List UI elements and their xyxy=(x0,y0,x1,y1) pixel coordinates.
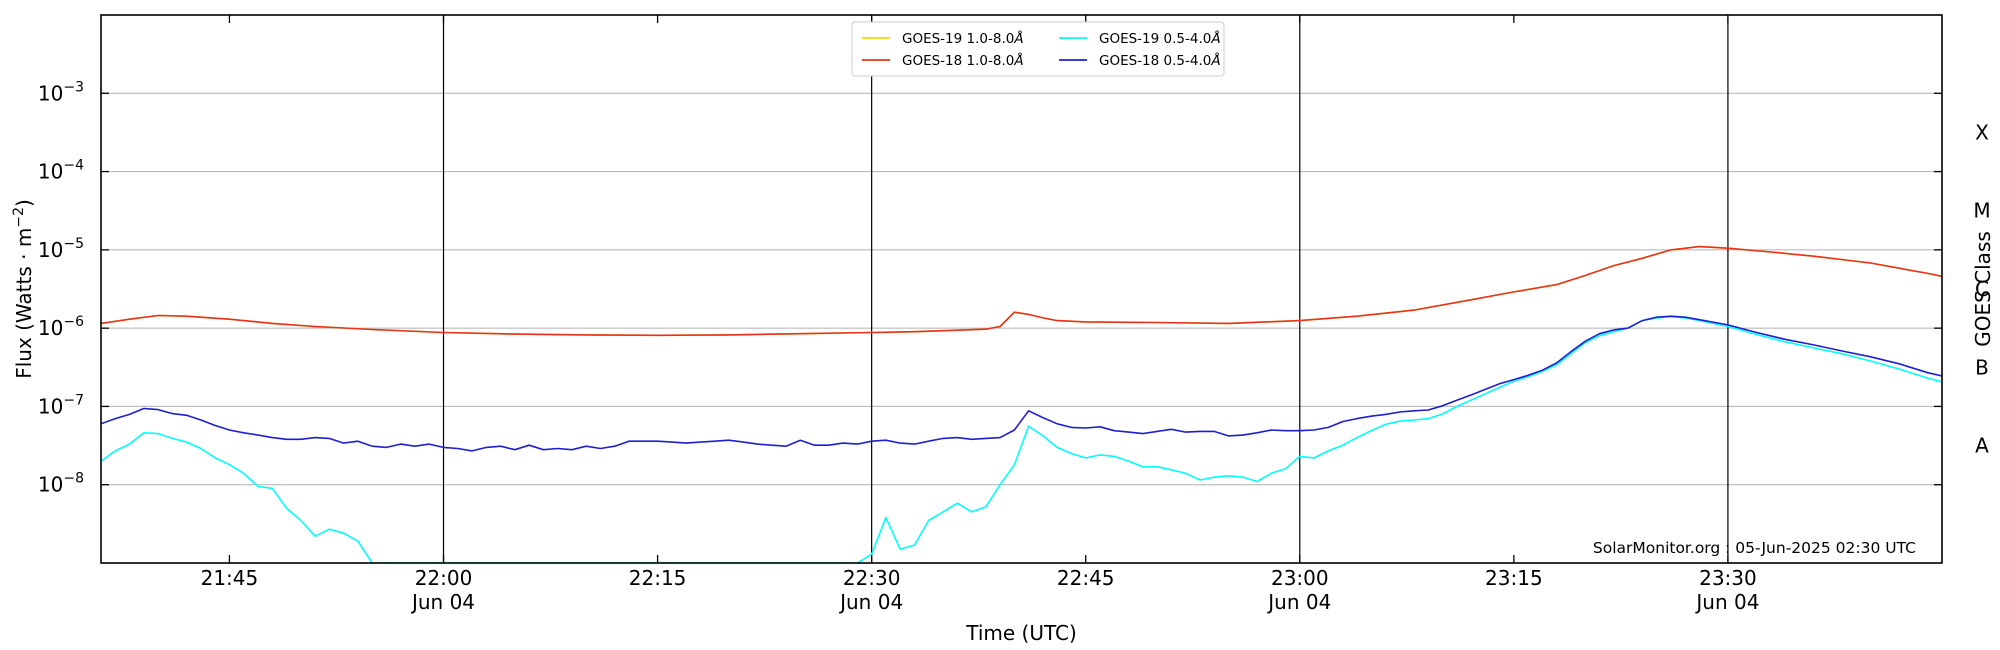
x-tick-label: 22:30 xyxy=(843,566,901,590)
y-tick-label: 10−7 xyxy=(38,392,84,418)
y-axis-label: Flux (Watts · m−2) xyxy=(11,199,36,379)
goes-class-b: B xyxy=(1975,355,1989,379)
legend-entry: GOES-18 1.0-8.0Å xyxy=(902,52,1024,69)
y-tick-exponent: −7 xyxy=(63,392,84,408)
x-tick-label: 22:00 xyxy=(415,566,473,590)
legend-entry-name: GOES-19 1.0-8.0 xyxy=(902,31,1014,47)
legend-entry-name: GOES-18 1.0-8.0 xyxy=(902,53,1014,69)
goes-class-a: A xyxy=(1975,434,1989,458)
source-annotation: SolarMonitor.org : 05-Jun-2025 02:30 UTC xyxy=(1593,539,1916,557)
y-tick-base: 10 xyxy=(38,238,63,262)
legend-entry-unit: Å xyxy=(1013,30,1023,47)
x-tick-label: 23:15 xyxy=(1485,566,1543,590)
y-tick-base: 10 xyxy=(38,473,63,497)
legend-box xyxy=(851,21,1225,77)
y-axis-label-text: Flux (Watts · m xyxy=(12,228,36,379)
legend-entry-name: GOES-19 0.5-4.0 xyxy=(1099,31,1211,47)
x-tick-label: 21:45 xyxy=(201,566,259,590)
series-line-goes-18-1-0-8-0 xyxy=(101,245,1942,337)
x-tick-label: 22:15 xyxy=(629,566,687,590)
y-axis-label-close: ) xyxy=(12,199,36,207)
goes-class-m: M xyxy=(1973,199,1990,223)
y-axis-ticks: 10−310−410−510−610−710−8 xyxy=(38,79,1942,497)
series-line-goes-19-0-5-4-0 xyxy=(101,315,1942,563)
plot-frame xyxy=(100,14,1943,564)
legend-entry: GOES-19 0.5-4.0Å xyxy=(1099,30,1221,47)
x-tick-label: 22:45 xyxy=(1057,566,1115,590)
y-axis-label-exponent: −2 xyxy=(11,207,27,228)
y-tick-exponent: −6 xyxy=(63,314,84,330)
x-tick-date-label: Jun 04 xyxy=(1266,590,1331,614)
y-tick-label: 10−3 xyxy=(38,79,84,105)
x-tick-date-label: Jun 04 xyxy=(1694,590,1759,614)
y-tick-base: 10 xyxy=(38,81,63,105)
flux-series xyxy=(101,245,1942,563)
y-tick-label: 10−8 xyxy=(38,471,84,497)
series-line-goes-18-0-5-4-0 xyxy=(101,315,1942,452)
legend-entry-name: GOES-18 0.5-4.0 xyxy=(1099,53,1211,69)
x-tick-date-label: Jun 04 xyxy=(838,590,903,614)
y-tick-exponent: −8 xyxy=(63,471,84,487)
x-tick-label: 23:00 xyxy=(1271,566,1329,590)
y-tick-label: 10−4 xyxy=(38,158,84,184)
time-marker-lines xyxy=(442,15,1729,563)
goes-class-x: X xyxy=(1975,120,1989,144)
x-axis-label: Time (UTC) xyxy=(965,621,1077,645)
y-tick-base: 10 xyxy=(38,316,63,340)
y-tick-exponent: −5 xyxy=(63,236,84,252)
x-tick-label: 23:30 xyxy=(1699,566,1757,590)
goes-class-axis-label: GOES Class xyxy=(1971,231,1995,347)
y-tick-label: 10−6 xyxy=(38,314,84,340)
legend-entry: GOES-18 0.5-4.0Å xyxy=(1099,52,1221,69)
legend-entry-unit: Å xyxy=(1210,30,1220,47)
goes-class-labels: X M C B A xyxy=(1973,120,1990,457)
y-tick-base: 10 xyxy=(38,160,63,184)
legend: GOES-19 1.0-8.0Å GOES-19 0.5-4.0ÅGOES-18 … xyxy=(851,21,1225,77)
goes-class-c: C xyxy=(1975,277,1989,301)
series-line-goes-19-1-0-8-0 xyxy=(101,245,1942,337)
y-tick-exponent: −3 xyxy=(63,79,84,95)
y-tick-base: 10 xyxy=(38,394,63,418)
legend-entry-unit: Å xyxy=(1013,52,1023,69)
legend-entry: GOES-19 1.0-8.0Å xyxy=(902,30,1024,47)
grid-lines xyxy=(101,92,1942,486)
y-tick-label: 10−5 xyxy=(38,236,84,262)
legend-entry-unit: Å xyxy=(1210,52,1220,69)
x-tick-date-label: Jun 04 xyxy=(410,590,475,614)
y-tick-exponent: −4 xyxy=(63,158,84,174)
